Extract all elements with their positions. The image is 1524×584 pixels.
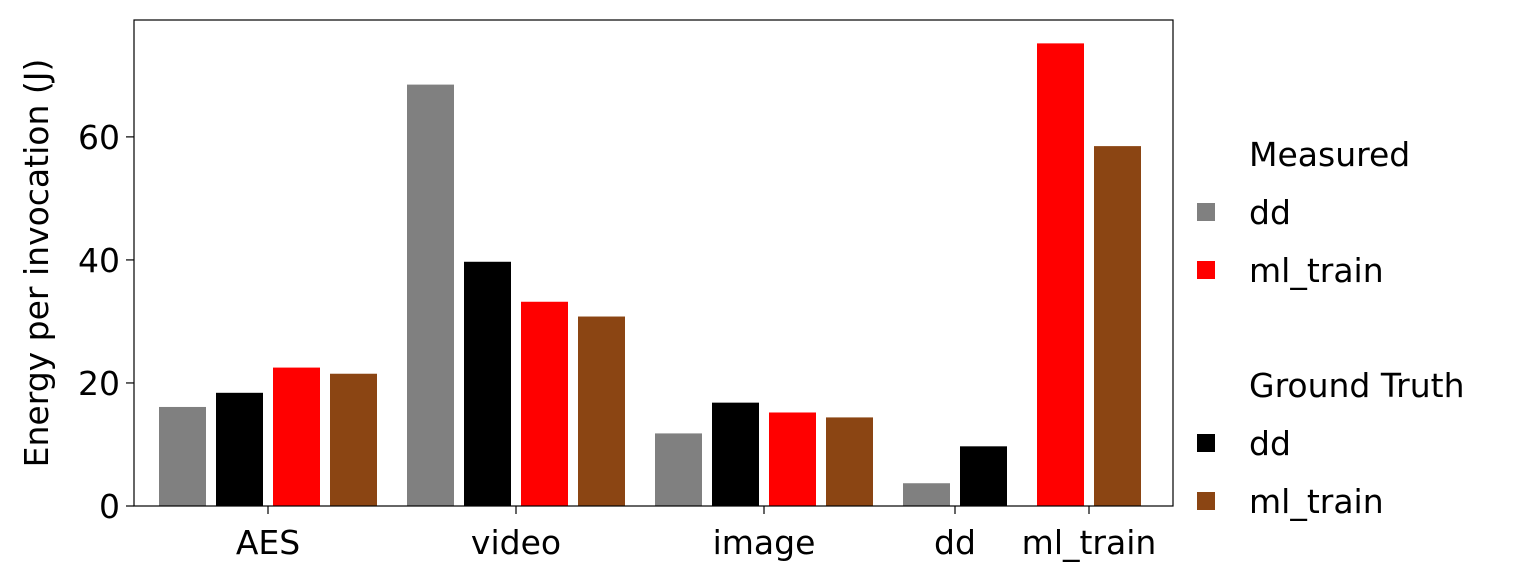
- bar-image-ground-truth-dd: [712, 402, 759, 506]
- x-tick-label: video: [471, 523, 561, 562]
- legend-heading: Measured: [1249, 135, 1410, 174]
- y-tick-label: 40: [78, 241, 120, 280]
- bar-image-ground-truth-ml-train: [826, 417, 873, 506]
- bar-aes-ground-truth-ml-train: [330, 373, 377, 506]
- x-tick-label: ml_train: [1022, 523, 1157, 562]
- bar-video-measured-dd: [407, 84, 454, 506]
- bar-ml-train-ground-truth-ml-train: [1094, 146, 1141, 506]
- y-axis: 0 20 40 60: [78, 118, 134, 526]
- bar-dd-measured-dd: [903, 483, 950, 506]
- bar-ml-train-measured-ml-train: [1037, 43, 1084, 506]
- legend: Measured dd ml_train Ground Truth dd ml_train: [1197, 135, 1465, 521]
- bar-dd-ground-truth-dd: [960, 446, 1007, 506]
- y-tick-label: 20: [78, 364, 120, 403]
- legend-label: ml_train: [1249, 482, 1384, 521]
- legend-swatch: [1197, 434, 1215, 452]
- y-tick-label: 60: [78, 118, 120, 157]
- x-axis: AES video image dd ml_train: [236, 506, 1157, 562]
- legend-swatch: [1197, 261, 1215, 279]
- legend-swatch: [1197, 492, 1215, 510]
- x-tick-label: AES: [236, 523, 300, 562]
- legend-label: dd: [1249, 424, 1291, 463]
- bars-layer: [159, 43, 1141, 506]
- legend-swatch: [1197, 203, 1215, 221]
- bar-aes-measured-ml-train: [273, 367, 320, 506]
- bar-video-ground-truth-dd: [464, 261, 511, 506]
- bar-image-measured-ml-train: [769, 412, 816, 506]
- bar-aes-ground-truth-dd: [216, 392, 263, 506]
- bar-image-measured-dd: [655, 433, 702, 506]
- legend-label: dd: [1249, 193, 1291, 232]
- bar-aes-measured-dd: [159, 406, 206, 506]
- legend-heading: Ground Truth: [1249, 366, 1465, 405]
- bar-video-ground-truth-ml-train: [578, 316, 625, 506]
- x-tick-label: dd: [934, 523, 976, 562]
- bar-video-measured-ml-train: [521, 301, 568, 506]
- y-tick-label: 0: [99, 487, 120, 526]
- legend-label: ml_train: [1249, 251, 1384, 290]
- plot-frame: [133, 19, 1174, 507]
- x-tick-label: image: [713, 523, 816, 562]
- y-axis-label: Energy per invocation (J): [17, 59, 56, 468]
